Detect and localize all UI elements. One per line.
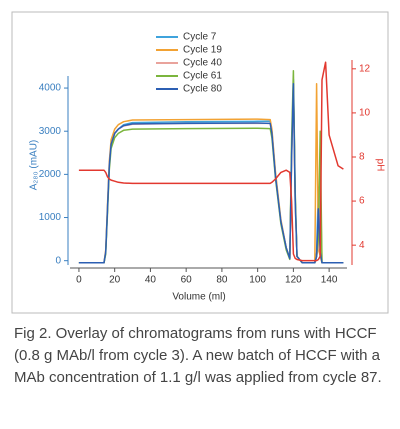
legend-label: Cycle 7 [183, 32, 217, 43]
series-line [78, 61, 344, 262]
x-tick-label: 0 [76, 275, 82, 286]
y-tick-label: 1000 [39, 212, 62, 223]
y-tick-label: 2000 [39, 169, 62, 180]
y-tick-label: 4000 [39, 83, 62, 94]
x-tick-label: 40 [145, 275, 157, 286]
series-line [78, 82, 344, 264]
legend-label: Cycle 40 [183, 58, 222, 69]
y2-axis-label: pH [374, 159, 385, 172]
caption: Fig 2. Overlay of chromatograms from run… [14, 325, 382, 386]
x-tick-label: 20 [109, 275, 121, 286]
chart: Volume (ml) A₂₈₀ (mAU) pH 0 20 40 60 80 100 12… [11, 11, 389, 314]
y-tick-label: 0 [55, 255, 61, 266]
y-axis-label: A₂₈₀ (mAU) [29, 140, 40, 191]
series-line [78, 70, 344, 264]
x-tick-label: 120 [285, 275, 302, 286]
series-line [78, 87, 344, 264]
legend-label: Cycle 80 [183, 84, 222, 95]
y2-tick-label: 6 [359, 196, 365, 207]
series-line [78, 78, 344, 264]
y-tick-label: 3000 [39, 126, 62, 137]
y2-tick-label: 10 [359, 108, 371, 119]
frame [11, 11, 389, 314]
x-tick-label: 100 [249, 275, 266, 286]
x-tick-label: 80 [216, 275, 228, 286]
x-tick-label: 60 [181, 275, 193, 286]
series-line [78, 80, 344, 264]
x-tick-label: 140 [321, 275, 338, 286]
y2-tick-label: 8 [359, 152, 365, 163]
y2-tick-label: 4 [359, 240, 365, 251]
y2-tick-label: 12 [359, 63, 371, 74]
x-axis-label: Volume (ml) [172, 292, 225, 303]
legend-label: Cycle 61 [183, 71, 222, 82]
legend-label: Cycle 19 [183, 45, 222, 56]
